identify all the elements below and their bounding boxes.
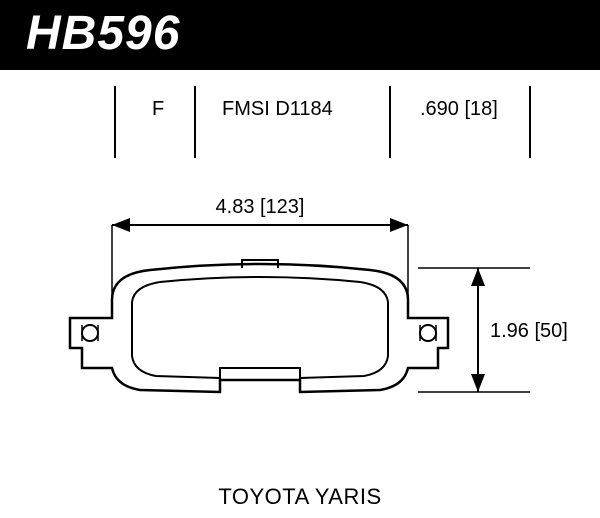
brake-pad-outline: [70, 260, 448, 392]
vehicle-label: TOYOTA YARIS: [0, 484, 600, 510]
height-dimension-label: 1.96 [50]: [490, 320, 590, 343]
technical-drawing: [0, 0, 600, 518]
width-dimension-label: 4.83 [123]: [200, 196, 320, 219]
